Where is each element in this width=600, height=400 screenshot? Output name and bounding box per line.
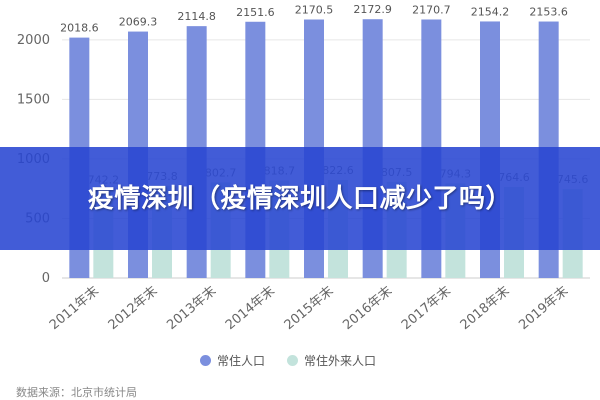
x-tick-label: 2015年末: [282, 284, 337, 333]
legend-label-series-2: 常住外来人口: [304, 354, 377, 368]
legend-item-series-2[interactable]: 常住外来人口: [287, 352, 376, 369]
data-label-series-1: 2151.6: [236, 6, 275, 19]
y-tick-label: 2000: [17, 33, 50, 48]
legend-marker-series-1: [200, 355, 211, 366]
x-tick-label: 2014年末: [223, 284, 278, 333]
x-tick-label: 2017年末: [399, 284, 454, 333]
data-label-series-1: 2069.3: [119, 16, 158, 29]
x-tick-label: 2019年末: [516, 284, 571, 333]
legend-item-series-1[interactable]: 常住人口: [200, 352, 265, 369]
banner-title: 疫情深圳（疫情深圳人口减少了吗）: [87, 183, 512, 214]
data-label-series-1: 2154.2: [471, 5, 510, 18]
data-label-series-1: 2172.9: [353, 3, 392, 16]
x-tick-label: 2016年末: [340, 284, 395, 333]
legend: 常住人口 常住外来人口: [200, 352, 376, 369]
data-label-series-1: 2114.8: [177, 10, 216, 23]
x-tick-label: 2013年末: [164, 284, 219, 333]
x-tick-label: 2018年末: [458, 284, 513, 333]
data-label-series-1: 2153.6: [529, 6, 568, 19]
source-note: 数据来源：北京市统计局: [16, 386, 137, 399]
data-label-series-1: 2170.5: [295, 4, 334, 17]
y-tick-label: 1500: [17, 92, 50, 107]
x-tick-label: 2012年末: [106, 284, 161, 333]
data-label-series-1: 2018.6: [60, 22, 99, 35]
data-label-series-1: 2170.7: [412, 3, 451, 16]
x-tick-label: 2011年末: [47, 284, 102, 333]
y-tick-label: 0: [42, 271, 50, 286]
title-banner: 疫情深圳（疫情深圳人口减少了吗）: [0, 147, 600, 250]
legend-label-series-1: 常住人口: [217, 354, 266, 368]
legend-marker-series-2: [287, 355, 299, 366]
